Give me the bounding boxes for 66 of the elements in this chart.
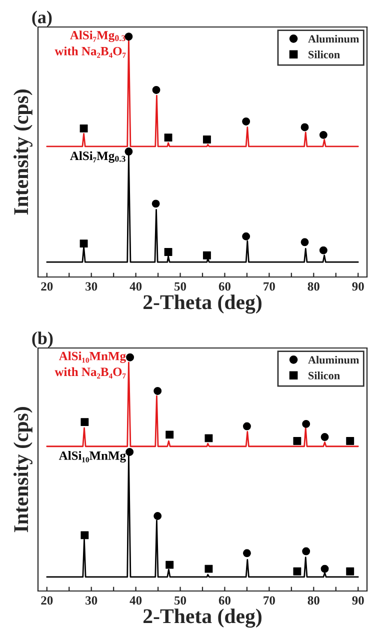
x-tick-label: 20: [41, 596, 53, 605]
x-tick-label: 80: [308, 596, 320, 605]
point: [80, 418, 89, 426]
point: [152, 86, 160, 94]
chart-title: (a): [32, 10, 52, 27]
point: [293, 437, 302, 445]
legend-label: Silicon: [308, 50, 340, 58]
point: [80, 240, 88, 248]
y-axis-title: Intensity (cps): [13, 407, 32, 532]
point: [202, 251, 211, 260]
x-axis-title: 2-Theta (deg): [143, 608, 262, 628]
point: [242, 422, 251, 430]
x-tick-label: 40: [130, 282, 142, 291]
x-tick-label: 30: [86, 596, 98, 605]
point: [124, 148, 133, 156]
x-tick-label: 70: [264, 596, 275, 605]
point: [204, 564, 213, 573]
legend-label: Aluminum: [308, 356, 360, 364]
point: [346, 567, 354, 576]
point: [302, 420, 310, 428]
x-tick-label: 50: [174, 282, 186, 291]
x-tick-label: 30: [86, 282, 98, 291]
point: [204, 434, 213, 442]
point: [164, 134, 172, 142]
series-label: AlSi₁₀MnMg with Na₂B₄O₇: [54, 352, 126, 378]
point: [80, 531, 89, 540]
x-tick-label: 40: [130, 596, 142, 605]
x-tick-label: 60: [218, 596, 231, 605]
point: [242, 232, 250, 240]
point: [319, 130, 328, 139]
point: [124, 32, 133, 41]
x-tick-label: 50: [174, 596, 186, 605]
point: [80, 124, 88, 132]
series-label: AlSi₇Mg$_{0.3}$: [70, 151, 126, 163]
x-tick-label: 90: [352, 596, 364, 605]
series-label: AlSi₇Mg$_{0.3}$ with Na₂B₄O₇: [54, 30, 126, 58]
point: [152, 200, 160, 208]
legend-label: Silicon: [308, 372, 340, 380]
series-label: AlSi₁₀MnMg: [58, 451, 126, 462]
point: [346, 437, 354, 445]
point: [164, 248, 172, 256]
point: [300, 123, 309, 132]
point: [300, 238, 309, 246]
point: [154, 512, 162, 520]
x-axis-title: 2-Theta (deg): [143, 294, 262, 314]
legend-label: Aluminum: [308, 34, 360, 43]
point: [242, 549, 251, 558]
point: [166, 560, 174, 569]
y-axis-title: Intensity (cps): [13, 90, 32, 215]
x-tick-label: 80: [308, 282, 320, 291]
point: [302, 547, 310, 556]
x-tick-label: 20: [41, 282, 53, 291]
x-tick-label: 60: [218, 282, 231, 291]
x-tick-label: 90: [352, 282, 364, 291]
chart-title: (b): [32, 332, 53, 348]
point: [320, 433, 329, 441]
point: [293, 567, 302, 576]
x-tick-label: 70: [264, 282, 275, 291]
point: [320, 564, 329, 573]
point: [154, 387, 162, 395]
point: [242, 118, 250, 126]
point: [126, 448, 134, 456]
point: [319, 246, 328, 254]
point: [166, 430, 174, 439]
point: [126, 353, 134, 362]
point: [202, 136, 211, 144]
